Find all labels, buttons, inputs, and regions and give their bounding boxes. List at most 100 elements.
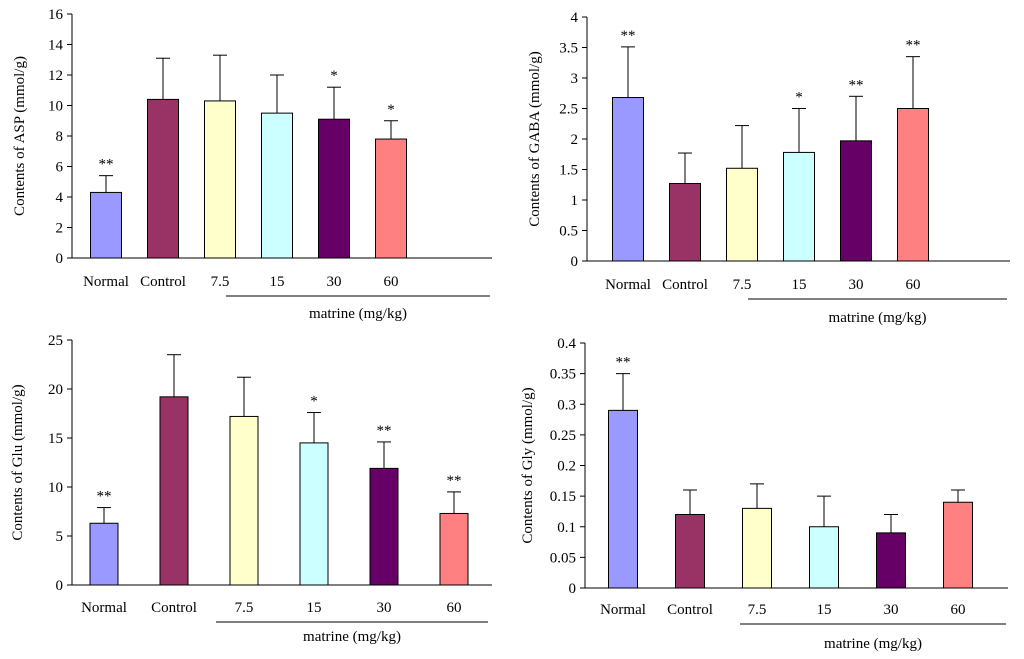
group-label: matrine (mg/kg) (824, 636, 922, 652)
bar-7-5 (726, 167, 758, 262)
category-label: 7.5 (235, 600, 254, 616)
category-label: Control (667, 602, 713, 618)
category-label: Normal (605, 277, 651, 293)
y-tick-label: 3 (571, 71, 579, 87)
y-tick-label: 0.1 (557, 520, 576, 536)
bar-60 (375, 138, 407, 259)
y-tick-label: 1 (571, 193, 579, 209)
y-tick-label: 0 (56, 578, 64, 594)
bar-normal (612, 97, 644, 262)
y-tick-label: 0 (571, 254, 579, 270)
chart-panel-4: 0 0.05 0.1 0.15 0.2 0.25 0.3 0.35 0.4 Contents of… (520, 336, 1008, 652)
category-label: 60 (384, 274, 399, 290)
bar-control (669, 183, 701, 262)
significance-mark: ** (447, 473, 462, 489)
category-label: 7.5 (211, 274, 230, 290)
category-label: 7.5 (733, 277, 752, 293)
y-tick-label: 2 (571, 132, 579, 148)
bar-control (159, 396, 189, 586)
y-tick-label: 0.15 (550, 489, 576, 505)
significance-mark: ** (97, 489, 112, 505)
y-tick-label: 15 (48, 431, 63, 447)
significance-mark: ** (906, 38, 921, 54)
y-tick-label: 0.5 (559, 224, 578, 240)
category-label: 15 (307, 600, 322, 616)
category-label: Normal (600, 602, 646, 618)
y-tick-label: 0.05 (550, 550, 576, 566)
group-label: matrine (mg/kg) (829, 310, 927, 326)
y-axis-label: Contents of Gly (mmol/g) (520, 387, 536, 543)
y-tick-label: 10 (48, 480, 63, 496)
y-axis-label: Contents of GABA (mmol/g) (527, 51, 543, 226)
bar-60 (943, 501, 973, 589)
bar-30 (369, 467, 399, 586)
category-label: 30 (884, 602, 899, 618)
category-label: 60 (447, 600, 462, 616)
bar-60 (897, 108, 929, 262)
category-label: Control (662, 277, 708, 293)
y-tick-label: 12 (48, 68, 63, 84)
y-tick-label: 0.25 (550, 428, 576, 444)
chart-panel-3: 0 5 10 15 20 25 Contents of Glu (mmol/g) ** Norm… (10, 333, 492, 645)
bar-15 (809, 526, 839, 589)
y-tick-label: 2.5 (559, 102, 578, 118)
y-tick-label: 0.2 (557, 459, 576, 475)
group-label: matrine (mg/kg) (303, 629, 401, 645)
category-label: 30 (377, 600, 392, 616)
significance-mark: ** (621, 28, 636, 44)
y-tick-label: 4 (571, 10, 579, 26)
y-tick-label: 1.5 (559, 163, 578, 179)
bar-15 (783, 151, 815, 262)
category-label: 15 (270, 274, 285, 290)
significance-mark: * (310, 394, 318, 410)
bar-normal (89, 522, 119, 586)
group-label: matrine (mg/kg) (309, 306, 407, 322)
category-label: Normal (81, 600, 127, 616)
y-tick-label: 0 (569, 581, 577, 597)
category-label: 30 (849, 277, 864, 293)
significance-mark: ** (616, 355, 631, 371)
y-tick-label: 10 (48, 99, 63, 115)
bar-15 (299, 442, 329, 586)
bar-7-5 (742, 507, 772, 589)
category-label: 7.5 (748, 602, 767, 618)
significance-mark: * (795, 90, 803, 106)
bar-control (147, 98, 179, 259)
category-label: Control (151, 600, 197, 616)
bar-control (675, 514, 705, 589)
y-tick-label: 2 (56, 221, 64, 237)
y-tick-label: 0.35 (550, 367, 576, 383)
y-tick-label: 16 (48, 7, 64, 23)
significance-mark: ** (377, 423, 392, 439)
y-tick-label: 0.4 (557, 336, 576, 352)
significance-mark: ** (849, 77, 864, 93)
bar-15 (261, 112, 293, 259)
y-tick-label: 20 (48, 382, 63, 398)
y-tick-label: 14 (48, 38, 64, 54)
category-label: 15 (817, 602, 832, 618)
significance-mark: ** (99, 157, 114, 173)
significance-mark: * (330, 68, 338, 84)
bar-normal (608, 409, 638, 589)
category-label: 60 (906, 277, 921, 293)
y-tick-label: 3.5 (559, 41, 578, 57)
y-axis-label: Contents of ASP (mmol/g) (12, 56, 28, 216)
bar-7-5 (204, 100, 236, 259)
category-label: 15 (792, 277, 807, 293)
category-label: Normal (83, 274, 129, 290)
y-tick-label: 8 (56, 129, 64, 145)
bar-30 (318, 118, 350, 259)
y-tick-label: 6 (56, 160, 64, 176)
category-label: 30 (327, 274, 342, 290)
y-tick-label: 5 (56, 529, 64, 545)
bar-normal (90, 191, 122, 259)
y-tick-label: 4 (56, 190, 64, 206)
y-tick-label: 25 (48, 333, 63, 349)
category-label: Control (140, 274, 186, 290)
y-tick-label: 0.3 (557, 397, 576, 413)
y-axis-label: Contents of Glu (mmol/g) (10, 384, 26, 540)
category-label: 60 (951, 602, 966, 618)
bar-30 (840, 140, 872, 262)
